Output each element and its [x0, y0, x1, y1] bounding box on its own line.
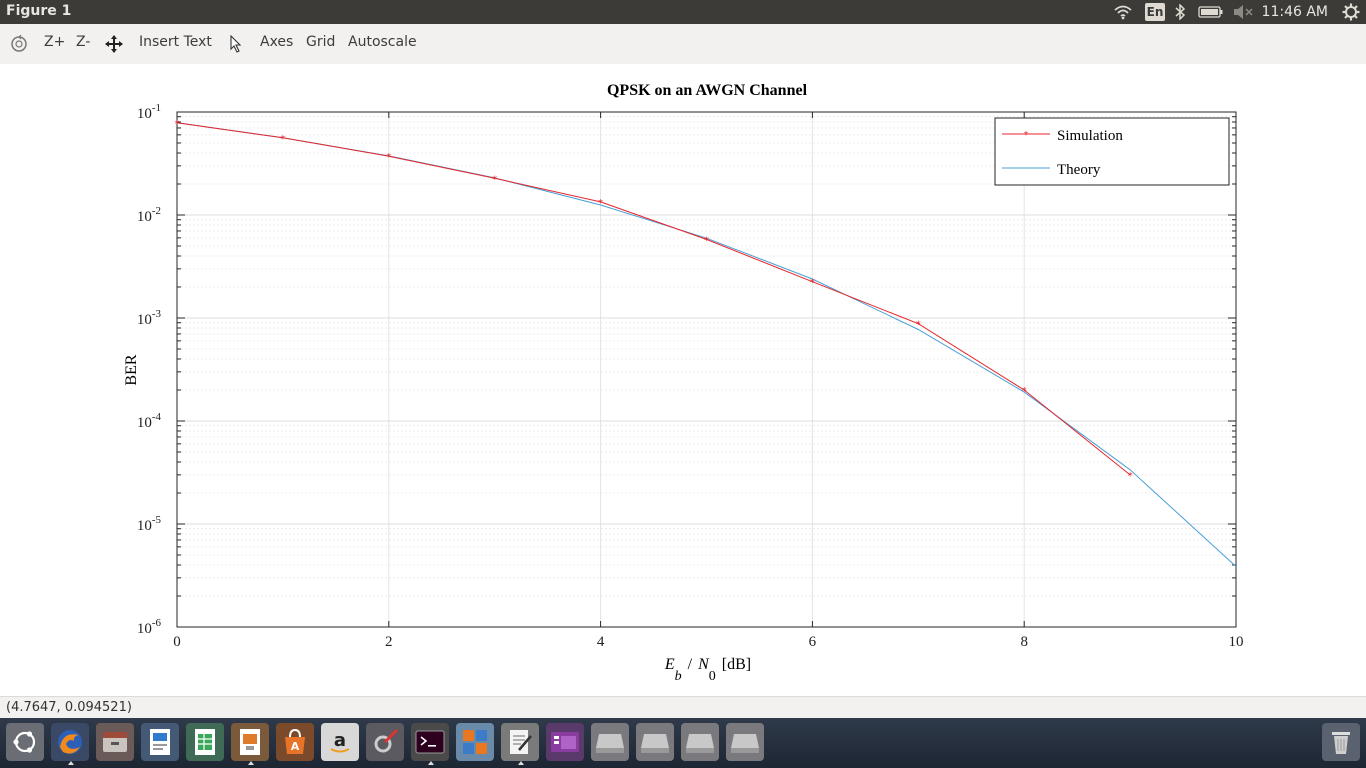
y-axis-label: BER	[123, 354, 140, 385]
x-tick-label: 8	[1020, 634, 1028, 650]
series-simulation: * * * * * * * * * *	[175, 119, 1133, 482]
x-axis-label: Eb/N0[dB]	[664, 656, 751, 684]
dock-drive-icon-2[interactable]	[636, 723, 674, 761]
insert-text-button[interactable]: Insert Text	[139, 34, 212, 50]
data-point: *	[1128, 471, 1133, 482]
dock-ubuntu-icon[interactable]	[6, 723, 44, 761]
pan-icon[interactable]	[105, 35, 123, 53]
x-tick-label: 0	[173, 634, 181, 650]
wifi-icon[interactable]	[1113, 4, 1133, 20]
dock-firefox-icon[interactable]	[51, 723, 89, 765]
data-point: *	[704, 235, 709, 246]
top-panel: Figure 1 En 11:46 AM	[0, 0, 1366, 24]
legend-entry-simulation: * Simulation	[1002, 128, 1123, 144]
y-tick-label: 10-2	[137, 205, 161, 225]
data-point: *	[492, 174, 497, 185]
dock-drive-icon-4[interactable]	[726, 723, 764, 761]
autoscale-button[interactable]: Autoscale	[348, 34, 417, 50]
dock-system-settings-icon[interactable]	[366, 723, 404, 761]
settings-gear-icon[interactable]	[1342, 3, 1360, 21]
chart-title: QPSK on an AWGN Channel	[607, 82, 808, 99]
select-pointer-icon[interactable]	[229, 35, 243, 53]
svg-text:Simulation: Simulation	[1057, 128, 1123, 144]
dock-terminal-icon[interactable]	[411, 723, 449, 765]
y-tick-label: 10-1	[137, 102, 161, 122]
y-tick-label: 10-3	[137, 308, 162, 328]
x-tick-label: 10	[1229, 634, 1244, 650]
legend[interactable]: * Simulation Theory	[994, 117, 1230, 186]
series-line-simulation	[176, 122, 1131, 476]
ber-plot[interactable]: QPSK on an AWGN Channel 10-1 10-2 10-3 10-4…	[0, 64, 1366, 696]
zoom-out-button[interactable]: Z-	[76, 34, 91, 50]
svg-text:Theory: Theory	[1057, 162, 1101, 178]
dock-trash-icon[interactable]	[1322, 723, 1360, 761]
volume-muted-icon[interactable]	[1233, 5, 1255, 19]
zoom-in-button[interactable]: Z+	[44, 34, 66, 50]
dock-drive-icon-1[interactable]	[591, 723, 629, 761]
y-tick-label: 10-4	[137, 411, 162, 431]
y-tick-label: 10-6	[137, 617, 162, 637]
dock-workspace-icon[interactable]	[546, 723, 584, 761]
svg-text:a: a	[334, 730, 346, 751]
bluetooth-icon[interactable]	[1174, 4, 1186, 20]
dock-files-icon[interactable]	[96, 723, 134, 761]
series-theory	[176, 122, 1237, 567]
window-title: Figure 1	[6, 3, 72, 19]
x-tick-label: 6	[809, 634, 817, 650]
x-tick-label: 4	[597, 634, 605, 650]
data-point: *	[1022, 386, 1027, 397]
axes-box	[176, 111, 1237, 628]
data-point: *	[916, 320, 921, 331]
x-tick-label: 2	[385, 634, 393, 650]
dock-impress-icon[interactable]	[231, 723, 269, 765]
axes-button[interactable]: Axes	[260, 34, 294, 50]
legend-marker-star: *	[1024, 130, 1029, 141]
dock-text-editor-icon[interactable]	[501, 723, 539, 765]
keyboard-layout-icon[interactable]: En	[1145, 3, 1165, 21]
data-point: *	[386, 152, 391, 163]
dock-writer-icon[interactable]	[141, 723, 179, 761]
figure-toolbar: Z+ Z- Insert Text Axes Grid Autoscale	[0, 24, 1366, 65]
dock-software-center-icon[interactable]: A	[276, 723, 314, 761]
data-point: *	[810, 278, 815, 289]
x-tick-labels: 0 2 4 6 8 10	[173, 634, 1243, 650]
figure-canvas: QPSK on an AWGN Channel 10-1 10-2 10-3 10-4…	[0, 64, 1366, 696]
legend-entry-theory: Theory	[1002, 162, 1101, 178]
cursor-coordinates: (4.7647, 0.094521)	[6, 700, 132, 715]
status-bar: (4.7647, 0.094521)	[0, 696, 1366, 719]
data-series: * * * * * * * * * *	[175, 119, 1237, 567]
grid-button[interactable]: Grid	[306, 34, 336, 50]
dock-octave-icon[interactable]	[456, 723, 494, 761]
data-point: *	[280, 134, 285, 145]
svg-text:A: A	[291, 740, 300, 753]
battery-icon[interactable]	[1198, 6, 1224, 18]
series-line-theory	[176, 122, 1237, 567]
axis-ticks	[176, 111, 1237, 628]
dock-calc-icon[interactable]	[186, 723, 224, 761]
data-point: *	[175, 119, 180, 130]
y-tick-labels: 10-1 10-2 10-3 10-4 10-5 10-6	[137, 102, 162, 637]
rotate-icon[interactable]	[10, 35, 28, 53]
y-tick-label: 10-5	[137, 514, 162, 534]
data-point: *	[598, 198, 603, 209]
grid-lines	[176, 111, 1237, 628]
clock[interactable]: 11:46 AM	[1261, 4, 1328, 20]
launcher-dock: A a	[0, 718, 1366, 768]
dock-drive-icon-3[interactable]	[681, 723, 719, 761]
dock-amazon-icon[interactable]: a	[321, 723, 359, 761]
